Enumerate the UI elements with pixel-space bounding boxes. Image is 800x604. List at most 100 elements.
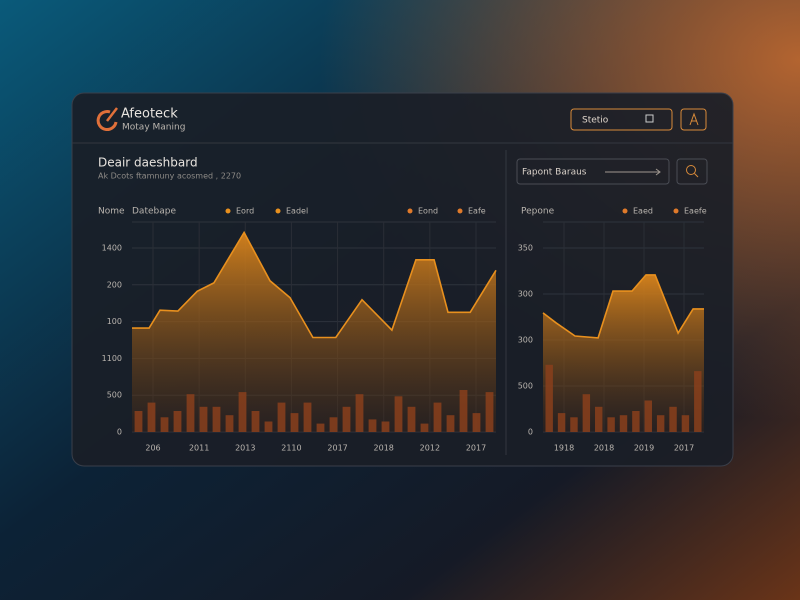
y-tick-label: 500 xyxy=(107,391,122,400)
legend-label: Eond xyxy=(418,207,438,216)
search-button[interactable] xyxy=(676,158,708,185)
line xyxy=(132,230,497,339)
bar xyxy=(669,406,677,432)
area-fill xyxy=(543,274,704,432)
x-tick-label: 1918 xyxy=(554,444,574,453)
brand: Afeoteck xyxy=(121,107,178,122)
bar xyxy=(251,411,260,432)
x-tick-label: 2110 xyxy=(281,444,301,453)
chart-title: Pepone xyxy=(521,207,555,217)
legend-label: Eord xyxy=(236,207,254,216)
area-fill xyxy=(132,232,496,432)
bar xyxy=(342,406,351,432)
x-tick-label: 2018 xyxy=(374,444,394,453)
icon xyxy=(645,114,654,123)
bar xyxy=(557,413,566,432)
x-tick-label: 2017 xyxy=(674,444,694,453)
x-tick-label: 2017 xyxy=(327,444,347,453)
bar xyxy=(394,396,403,432)
bar xyxy=(238,392,247,432)
search-label[interactable]: Fapont Baraus xyxy=(522,168,587,178)
bar xyxy=(681,415,690,432)
legend-label: Eaefe xyxy=(684,207,707,216)
bar xyxy=(329,417,338,432)
bar xyxy=(632,411,640,432)
bar xyxy=(607,417,615,432)
x-tick-label: 2013 xyxy=(235,444,255,453)
bar xyxy=(656,415,665,432)
bar xyxy=(381,421,390,432)
button-label[interactable]: Stetio xyxy=(582,116,609,126)
bar xyxy=(433,402,442,432)
bar xyxy=(420,423,429,432)
bar xyxy=(134,411,143,432)
bar xyxy=(472,413,481,432)
legend-label: Eaed xyxy=(633,207,653,216)
y-tick-label: 1400 xyxy=(102,244,122,253)
bar xyxy=(186,394,195,432)
legend-swatch xyxy=(622,208,628,214)
dashboard-subtitle: Ak Dcots ftamnuny acosmed , 2270 xyxy=(98,172,241,181)
bar xyxy=(303,402,312,432)
bar xyxy=(368,419,377,432)
y-tick-label: 1100 xyxy=(102,354,122,363)
bar xyxy=(290,413,299,432)
bar xyxy=(225,415,234,432)
y-tick-label: 200 xyxy=(107,280,122,289)
tagline: Motay Maning xyxy=(122,123,185,133)
x-tick-label: 206 xyxy=(145,444,160,453)
button[interactable] xyxy=(570,108,673,131)
x-tick-label: 2011 xyxy=(189,444,209,453)
legend-swatch xyxy=(407,208,413,214)
legend-swatch xyxy=(225,208,231,214)
y-tick-label: 0 xyxy=(117,428,122,437)
bar xyxy=(485,392,494,432)
chart-title: Datebape xyxy=(132,207,176,217)
bar xyxy=(582,394,591,432)
bar xyxy=(316,423,325,432)
legend-swatch xyxy=(275,208,281,214)
dashboard-title: Deair daeshbard xyxy=(98,156,198,170)
bar xyxy=(173,411,182,432)
y-tick-label: 300 xyxy=(518,290,533,299)
bar xyxy=(644,400,652,432)
icon xyxy=(686,165,696,175)
bar xyxy=(264,421,273,432)
legend-label: Eadel xyxy=(286,207,308,216)
x-tick-label: 2017 xyxy=(466,444,486,453)
bar xyxy=(277,402,286,432)
search-box[interactable] xyxy=(516,158,670,185)
y-tick-label: 350 xyxy=(518,244,533,253)
bar xyxy=(199,406,208,432)
icon-button[interactable] xyxy=(680,108,707,131)
bar xyxy=(407,406,416,432)
icon xyxy=(689,112,699,126)
x-tick-label: 2018 xyxy=(594,444,614,453)
legend-swatch xyxy=(673,208,679,214)
bar xyxy=(355,394,364,432)
line xyxy=(542,274,704,339)
y-tick-label: 500 xyxy=(518,382,533,391)
bar xyxy=(212,406,221,432)
legend-swatch xyxy=(457,208,463,214)
bar xyxy=(595,406,603,432)
y-tick-label: 300 xyxy=(518,336,533,345)
bar xyxy=(570,417,578,432)
bar xyxy=(545,364,553,432)
chart-label: Nome xyxy=(98,207,125,217)
bar xyxy=(459,390,468,432)
x-tick-label: 2012 xyxy=(420,444,440,453)
x-tick-label: 2019 xyxy=(634,444,654,453)
y-tick-label: 0 xyxy=(528,428,533,437)
arrow xyxy=(605,168,661,176)
bar xyxy=(619,415,628,432)
legend-label: Eafe xyxy=(468,207,486,216)
bar xyxy=(446,415,455,432)
logo xyxy=(96,110,118,132)
icon xyxy=(694,173,699,178)
bar xyxy=(147,402,156,432)
bar xyxy=(160,417,169,432)
logo xyxy=(106,107,118,122)
